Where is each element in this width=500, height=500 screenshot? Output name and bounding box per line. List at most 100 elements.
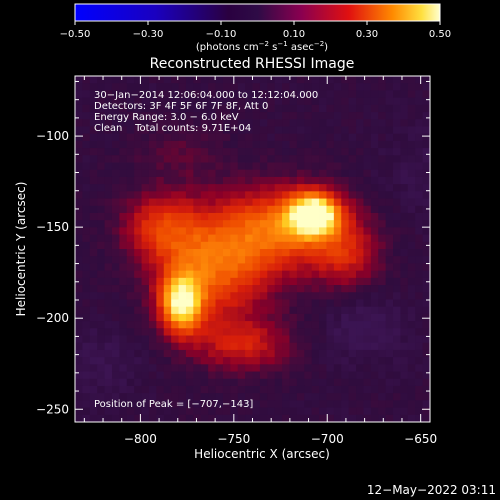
image-pixel — [333, 205, 342, 214]
image-pixel — [200, 256, 209, 264]
image-pixel — [259, 249, 268, 257]
image-pixel — [252, 256, 261, 264]
image-pixel — [134, 328, 142, 336]
image-pixel — [356, 306, 364, 315]
image-pixel — [163, 335, 172, 344]
image-pixel — [348, 83, 357, 91]
image-pixel — [119, 407, 128, 416]
image-pixel — [363, 393, 372, 401]
image-pixel — [319, 198, 327, 207]
image-pixel — [341, 349, 350, 358]
image-pixel — [97, 133, 105, 142]
image-pixel — [208, 112, 216, 120]
image-pixel — [82, 292, 91, 300]
x-axis: −800 −750 −700 −650 — [83, 76, 437, 446]
image-pixel — [363, 328, 372, 336]
image-pixel — [75, 90, 83, 99]
image-pixel — [163, 162, 172, 171]
image-pixel — [370, 241, 379, 250]
image-pixel — [319, 212, 327, 221]
image-pixel — [104, 198, 113, 207]
image-pixel — [341, 227, 350, 235]
image-pixel — [400, 292, 409, 300]
image-pixel — [356, 249, 364, 257]
image-pixel — [97, 321, 105, 329]
image-pixel — [171, 371, 179, 380]
image-pixel — [230, 364, 239, 372]
image-pixel — [400, 371, 409, 380]
image-pixel — [126, 97, 135, 106]
image-pixel — [82, 148, 91, 156]
image-pixel — [259, 140, 268, 149]
image-pixel — [370, 335, 379, 344]
image-pixel — [82, 263, 91, 272]
image-pixel — [341, 126, 350, 135]
image-pixel — [282, 220, 290, 228]
image-pixel — [178, 349, 187, 358]
image-pixel — [230, 313, 239, 322]
image-pixel — [111, 212, 120, 221]
image-pixel — [274, 378, 283, 387]
image-pixel — [200, 364, 209, 372]
image-pixel — [97, 83, 105, 91]
image-pixel — [230, 306, 239, 315]
image-pixel — [356, 414, 364, 422]
image-pixel — [82, 342, 91, 351]
image-pixel — [422, 97, 430, 106]
image-pixel — [274, 198, 283, 207]
image-pixel — [148, 407, 157, 416]
image-pixel — [393, 148, 401, 156]
image-pixel — [363, 292, 372, 300]
image-pixel — [134, 400, 142, 408]
image-pixel — [208, 234, 216, 243]
image-pixel — [341, 162, 350, 171]
image-pixel — [326, 90, 335, 99]
image-pixel — [134, 321, 142, 329]
image-pixel — [385, 76, 394, 84]
image-pixel — [407, 104, 416, 113]
image-pixel — [378, 76, 387, 84]
image-pixel — [304, 155, 313, 163]
image-pixel — [333, 335, 342, 344]
image-pixel — [259, 176, 268, 185]
image-pixel — [75, 299, 83, 308]
image-pixel — [126, 335, 135, 344]
image-pixel — [141, 176, 150, 185]
image-pixel — [326, 227, 335, 235]
image-pixel — [311, 371, 320, 380]
image-pixel — [400, 234, 409, 243]
image-pixel — [193, 169, 202, 178]
image-pixel — [304, 393, 313, 401]
image-pixel — [245, 277, 253, 286]
image-pixel — [104, 119, 113, 127]
image-pixel — [215, 126, 224, 135]
image-pixel — [200, 162, 209, 171]
image-pixel — [363, 385, 372, 394]
image-pixel — [163, 400, 172, 408]
image-pixel — [208, 205, 216, 214]
image-pixel — [319, 191, 327, 199]
image-pixel — [111, 83, 120, 91]
image-pixel — [215, 220, 224, 228]
image-pixel — [415, 249, 424, 257]
image-pixel — [111, 285, 120, 293]
image-pixel — [393, 184, 401, 192]
image-pixel — [274, 97, 283, 106]
image-pixel — [296, 342, 305, 351]
image-pixel — [245, 342, 253, 351]
image-pixel — [126, 378, 135, 387]
image-pixel — [356, 234, 364, 243]
image-pixel — [274, 349, 283, 358]
image-pixel — [407, 277, 416, 286]
image-pixel — [407, 169, 416, 178]
image-pixel — [163, 212, 172, 221]
image-pixel — [363, 277, 372, 286]
image-pixel — [171, 349, 179, 358]
image-pixel — [267, 378, 276, 387]
image-pixel — [119, 140, 128, 149]
image-pixel — [82, 169, 91, 178]
image-pixel — [282, 328, 290, 336]
image-pixel — [75, 335, 83, 344]
image-pixel — [422, 299, 430, 308]
image-pixel — [400, 184, 409, 192]
